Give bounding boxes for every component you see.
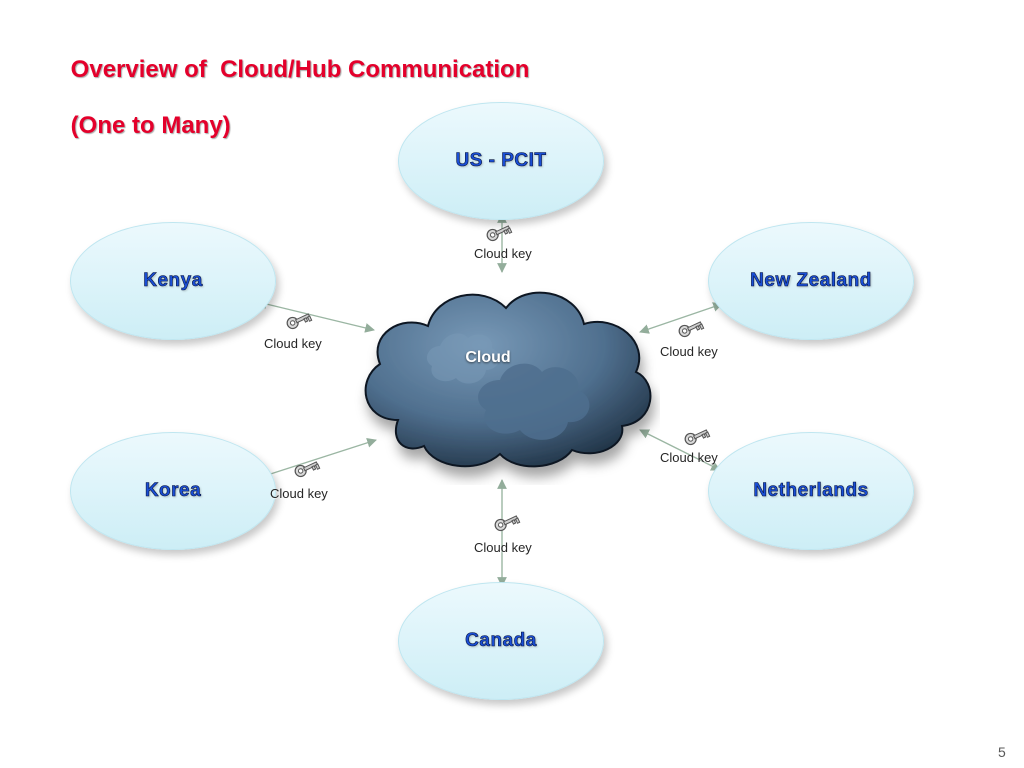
node-label: Canada — [465, 630, 537, 652]
node-kenya: Kenya — [70, 222, 276, 340]
key-icon — [284, 310, 314, 335]
node-label: New Zealand — [750, 270, 872, 292]
key-label: Cloud key — [270, 486, 328, 501]
key-icon — [292, 458, 322, 483]
key-icon — [492, 512, 522, 537]
node-label: Kenya — [143, 270, 203, 292]
key-icon — [676, 318, 706, 343]
key-label: Cloud key — [660, 344, 718, 359]
key-label: Cloud key — [474, 540, 532, 555]
node-us-pcit: US - PCIT — [398, 102, 604, 220]
node-new-zealand: New Zealand — [708, 222, 914, 340]
key-label: Cloud key — [264, 336, 322, 351]
key-label: Cloud key — [660, 450, 718, 465]
title-line-1: Overview of Cloud/Hub Communication — [71, 56, 530, 83]
key-icon — [682, 426, 712, 451]
node-korea: Korea — [70, 432, 276, 550]
diagram-stage: Overview of Cloud/Hub Communication (One… — [0, 0, 1024, 768]
node-canada: Canada — [398, 582, 604, 700]
hub-label: Cloud — [465, 349, 510, 367]
key-label: Cloud key — [474, 246, 532, 261]
page-number: 5 — [998, 744, 1006, 760]
cloud-icon — [350, 260, 660, 485]
node-label: Netherlands — [753, 480, 868, 502]
hub-cloud — [350, 260, 660, 485]
key-icon — [484, 222, 514, 247]
node-netherlands: Netherlands — [708, 432, 914, 550]
title-line-2: (One to Many) — [71, 112, 231, 139]
node-label: US - PCIT — [455, 150, 546, 172]
node-label: Korea — [145, 480, 201, 502]
